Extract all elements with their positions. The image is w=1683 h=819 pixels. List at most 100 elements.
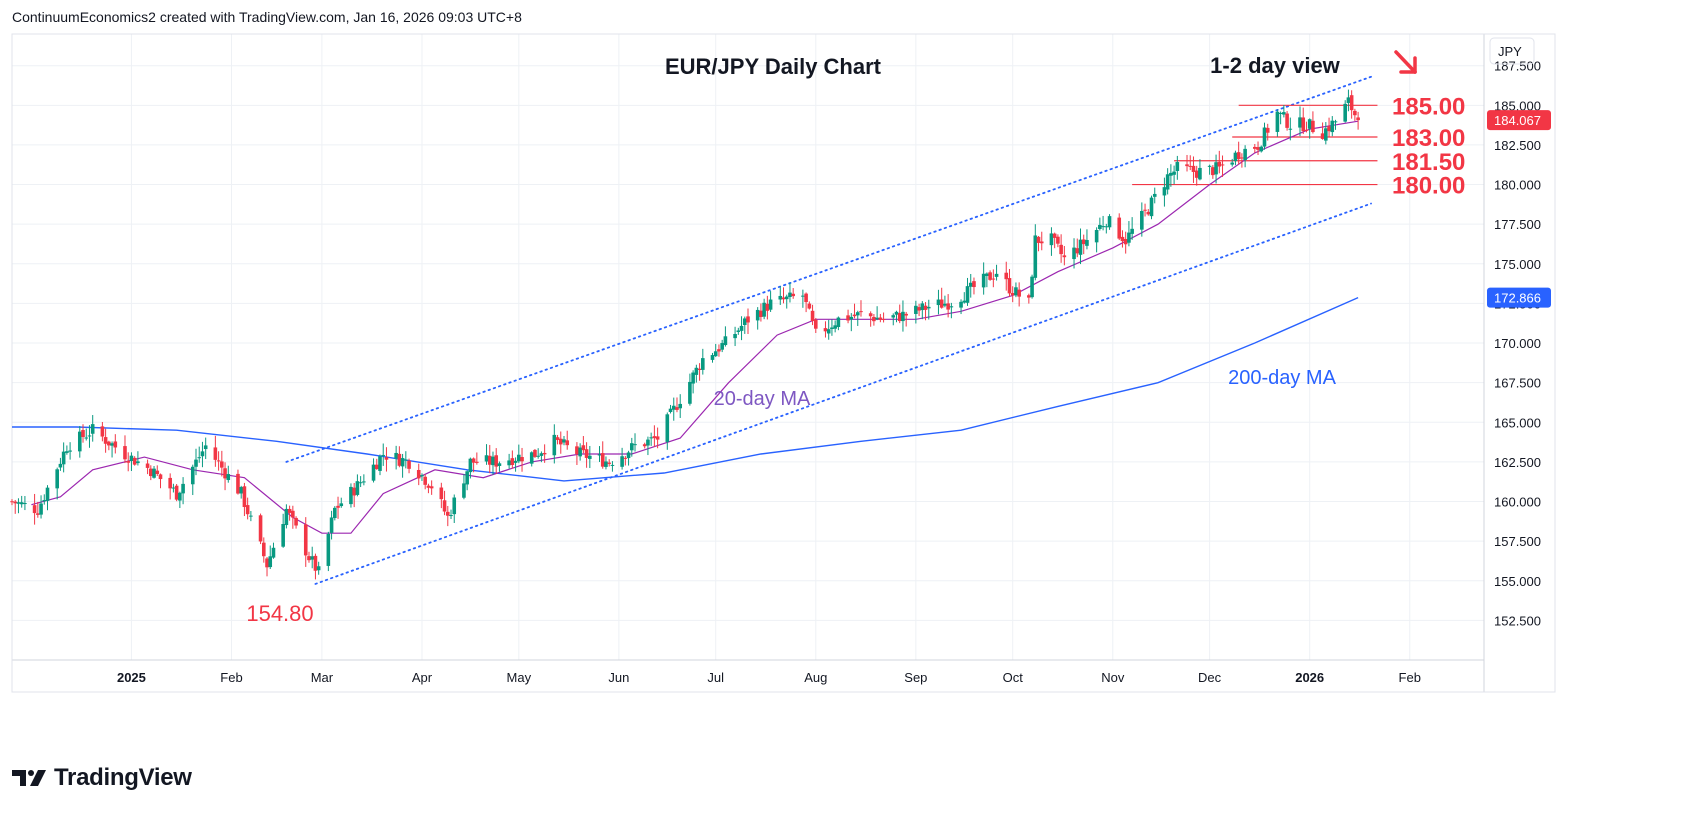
ma20-layer — [31, 120, 1359, 534]
candle-body — [268, 556, 273, 568]
candle-body — [713, 351, 718, 357]
chart-attribution: ContinuumEconomics2 created with Trading… — [12, 9, 522, 25]
candle-body — [445, 511, 450, 516]
candle-body — [968, 282, 973, 287]
candle-body — [1188, 165, 1193, 167]
price-tick-label: 187.500 — [1494, 59, 1541, 74]
candle-body — [1081, 239, 1086, 245]
candle-body — [281, 524, 285, 547]
candle-body — [759, 310, 763, 317]
candle-body — [920, 303, 925, 311]
candle-body — [1220, 164, 1225, 166]
candle-body — [39, 503, 43, 515]
time-tick-label: Feb — [1399, 670, 1421, 685]
candle-body — [239, 487, 243, 494]
time-tick-label: Aug — [804, 670, 827, 685]
candle-body — [1175, 162, 1180, 172]
candle-body — [426, 485, 431, 488]
candle-body — [1059, 244, 1063, 255]
ma20-line — [31, 120, 1359, 534]
candle-body — [1320, 133, 1325, 139]
candle-body — [1330, 120, 1335, 133]
candle-body — [923, 305, 928, 310]
currency-label[interactable]: JPY — [1498, 44, 1522, 59]
candle-body — [697, 368, 702, 370]
candle-body — [768, 299, 773, 310]
candle-body — [378, 456, 382, 471]
candle-body — [897, 312, 902, 322]
channel-line-upper[interactable] — [285, 75, 1372, 463]
candle-body — [58, 463, 63, 468]
candle-body — [801, 295, 805, 297]
candle-body — [646, 439, 650, 446]
candle-body — [733, 334, 737, 339]
candle-body — [213, 447, 218, 460]
candle-body — [872, 316, 876, 322]
candle-body — [1140, 210, 1144, 230]
candle-body — [1143, 209, 1147, 211]
candle-body — [536, 455, 540, 457]
candle-body — [178, 492, 182, 501]
candle-body — [203, 445, 208, 450]
candle-body — [1104, 226, 1109, 228]
candle-body — [1356, 117, 1360, 121]
candle-body — [429, 486, 434, 489]
candle-body — [1275, 111, 1280, 132]
candle-body — [717, 349, 721, 352]
candle-body — [55, 469, 59, 489]
candle-body — [1078, 239, 1083, 255]
candle-body — [781, 297, 786, 300]
time-tick-label: Apr — [412, 670, 433, 685]
candle-body — [533, 449, 537, 457]
time-tick-label: Dec — [1198, 670, 1222, 685]
candle-body — [90, 424, 95, 434]
tradingview-logo[interactable]: TradingView — [12, 764, 192, 792]
candle-body — [962, 300, 967, 303]
candle-body — [894, 311, 899, 315]
candle-body — [1075, 248, 1080, 254]
candle-body — [174, 485, 179, 500]
price-tick-label: 175.000 — [1494, 257, 1541, 272]
candle-body — [1007, 278, 1012, 294]
candle-body — [1072, 247, 1076, 260]
candle-body — [565, 440, 570, 446]
candle-body — [42, 500, 47, 502]
candle-body — [381, 454, 386, 456]
candle-body — [1324, 128, 1328, 141]
candle-body — [649, 437, 653, 439]
candle-body — [868, 313, 873, 317]
price-tick-label: 160.000 — [1494, 495, 1541, 510]
candle-body — [333, 507, 337, 519]
candle-body — [959, 301, 963, 308]
candle-body — [981, 273, 986, 288]
candle-body — [358, 482, 363, 484]
candle-body — [484, 455, 489, 462]
channel-line-lower[interactable] — [314, 202, 1372, 585]
candles-layer — [10, 89, 1360, 580]
candle-body — [1236, 152, 1241, 160]
candle-body — [1014, 287, 1018, 296]
candle-body — [1349, 95, 1354, 111]
candle-body — [442, 500, 447, 512]
candle-body — [610, 464, 615, 466]
candle-body — [904, 313, 908, 316]
candle-body — [1036, 236, 1041, 243]
candle-body — [1194, 170, 1199, 178]
time-tick-label: Sep — [904, 670, 927, 685]
candle-body — [1207, 165, 1212, 167]
candle-body — [846, 315, 850, 321]
candle-body — [223, 468, 227, 479]
candle-body — [739, 325, 744, 331]
candle-body — [291, 510, 295, 518]
candle-body — [397, 453, 402, 466]
price-badge — [1487, 110, 1551, 131]
candle-body — [946, 303, 950, 310]
price-tick-label: 157.500 — [1494, 534, 1541, 549]
candle-body — [671, 405, 676, 410]
price-axis: 152.500 155.000 157.500 160.000 162.500 165.0… — [1487, 37, 1551, 628]
candle-body — [1259, 146, 1264, 152]
time-tick-label: Mar — [311, 670, 334, 685]
candle-body — [149, 468, 153, 477]
